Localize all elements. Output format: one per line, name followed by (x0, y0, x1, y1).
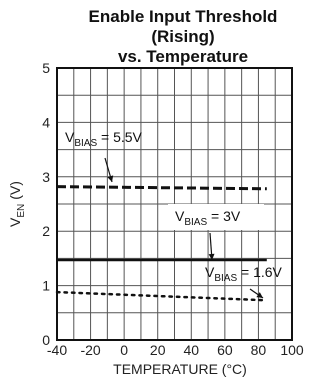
series-group (55, 185, 269, 302)
x-axis-label: TEMPERATURE (°C) (113, 361, 247, 377)
series-line-vbias-1-6v (55, 290, 269, 302)
series-line-vbias-5-5v (56, 185, 267, 191)
chart-title-line-3: vs. Temperature (118, 47, 248, 66)
chart-title-line-2: (Rising) (151, 27, 214, 46)
tick-labels: -40 -20 0 20 40 60 80 100 0 1 2 3 4 5 (42, 60, 304, 358)
y-tick-label: 2 (42, 223, 50, 239)
svg-text:VEN(V): VEN (V) (7, 181, 27, 227)
y-axis-label-main: V (7, 217, 23, 227)
x-tick-label: -40 (47, 342, 67, 358)
annotation-label: VBIAS = 5.5V (65, 129, 143, 149)
x-tick-label: -20 (80, 342, 100, 358)
annotation-label: VBIAS = 3V (175, 208, 241, 228)
x-tick-label: 40 (183, 342, 199, 358)
y-axis-label: VEN (V) (7, 181, 27, 227)
x-tick-label: 80 (251, 342, 267, 358)
y-tick-label: 1 (42, 278, 50, 294)
plot-frame (56, 67, 293, 341)
annotation-label: VBIAS = 1.6V (205, 264, 283, 284)
x-tick-label: 0 (120, 342, 128, 358)
y-tick-label: 0 (42, 332, 50, 348)
y-tick-label: 5 (42, 60, 50, 76)
y-axis-label-unit: (V) (7, 181, 23, 200)
x-tick-label: 60 (217, 342, 233, 358)
x-tick-label: 20 (150, 342, 166, 358)
annotation-arrowhead (107, 175, 114, 182)
y-tick-label: 4 (42, 114, 50, 130)
annotations: VBIAS = 5.5V VBIAS = 3V VBIAS = 1.6V (65, 129, 283, 299)
annotation-arrowhead (208, 253, 215, 260)
annotation-arrowhead (256, 292, 263, 298)
chart-title-line-1: Enable Input Threshold (89, 7, 278, 26)
y-tick-label: 3 (42, 169, 50, 185)
x-tick-label: 100 (280, 342, 304, 358)
annotation-backing (168, 204, 264, 230)
y-axis-label-sub: EN (16, 204, 27, 218)
